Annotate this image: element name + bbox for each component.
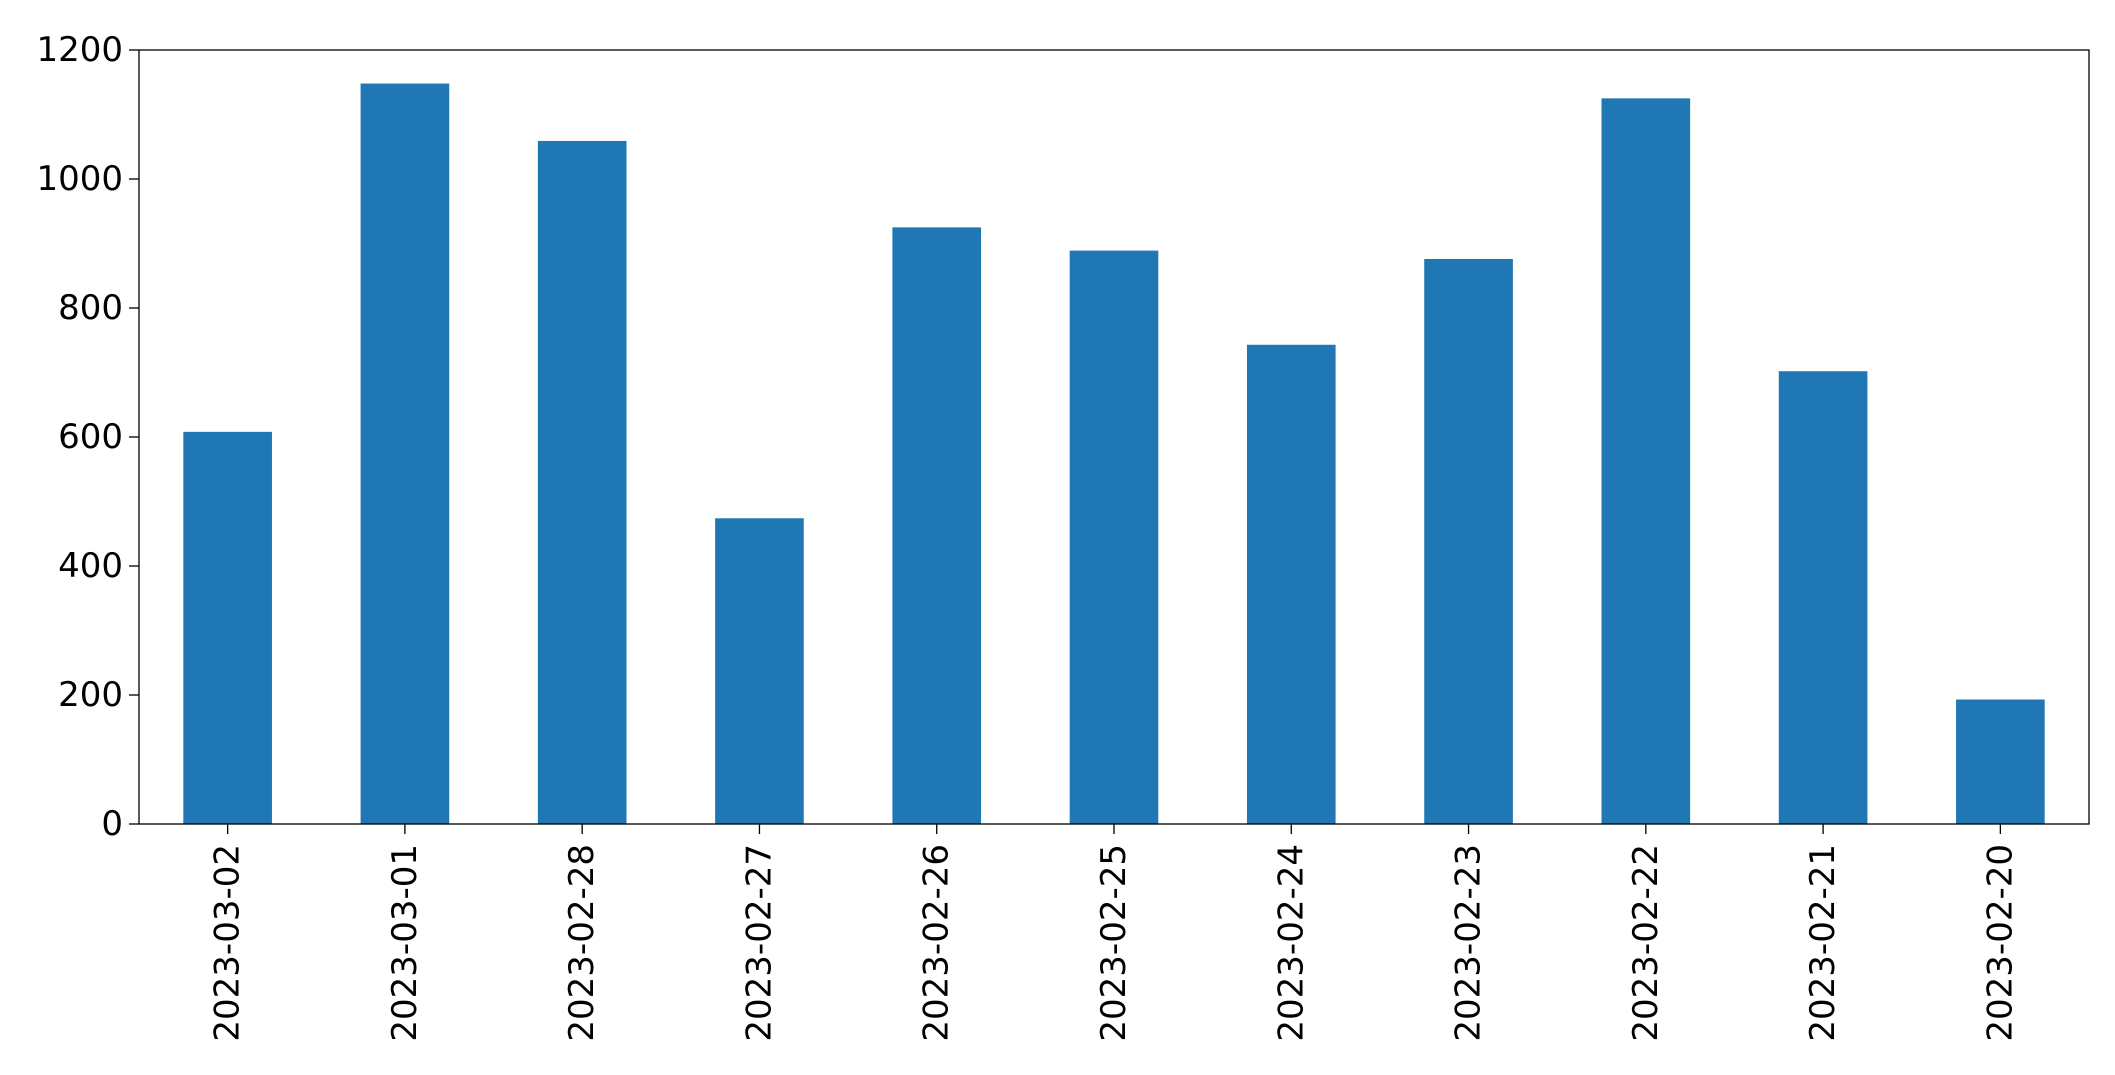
y-tick-label: 1000 [36,159,123,199]
bar-2023-02-25 [1069,250,1159,825]
bar-2023-02-27 [715,518,804,824]
bar-2023-02-26 [892,227,982,824]
x-axis: 2023-03-02 2023-03-01 2023-02-28 2023-02-27… [208,824,2020,1042]
y-tick-label: 0 [101,804,123,844]
y-axis: 0 200 400 600 800 1000 1200 [36,30,139,844]
bar-2023-03-02 [183,431,272,824]
bars-layer [183,83,2045,825]
y-tick-label: 1200 [36,30,123,70]
x-tick-label: 2023-02-20 [1980,844,2020,1042]
plot-frame [138,49,2090,825]
bar-2023-02-22 [1601,98,1691,824]
x-tick-label: 2023-02-28 [562,844,602,1042]
bar-2023-02-23 [1424,258,1513,825]
x-tick-label: 2023-02-25 [1094,844,1134,1042]
y-tick-label: 800 [58,288,123,328]
bar-2023-02-24 [1246,344,1336,824]
y-tick-label: 400 [58,546,123,586]
x-tick-label: 2023-02-21 [1803,844,1843,1042]
bar-2023-03-01 [360,83,450,825]
x-tick-label: 2023-02-24 [1271,844,1311,1042]
bar-2023-02-20 [1956,699,2045,824]
x-tick-label: 2023-02-27 [739,844,779,1042]
x-tick-label: 2023-03-01 [385,844,425,1042]
x-tick-label: 2023-02-22 [1626,844,1666,1042]
x-tick-label: 2023-02-23 [1449,844,1489,1042]
x-tick-label: 2023-02-26 [917,844,957,1042]
y-tick-label: 600 [58,417,123,457]
x-tick-label: 2023-03-02 [208,844,248,1042]
bar-2023-02-21 [1778,371,1868,824]
y-tick-label: 200 [58,675,123,715]
bar-2023-02-28 [537,140,627,824]
